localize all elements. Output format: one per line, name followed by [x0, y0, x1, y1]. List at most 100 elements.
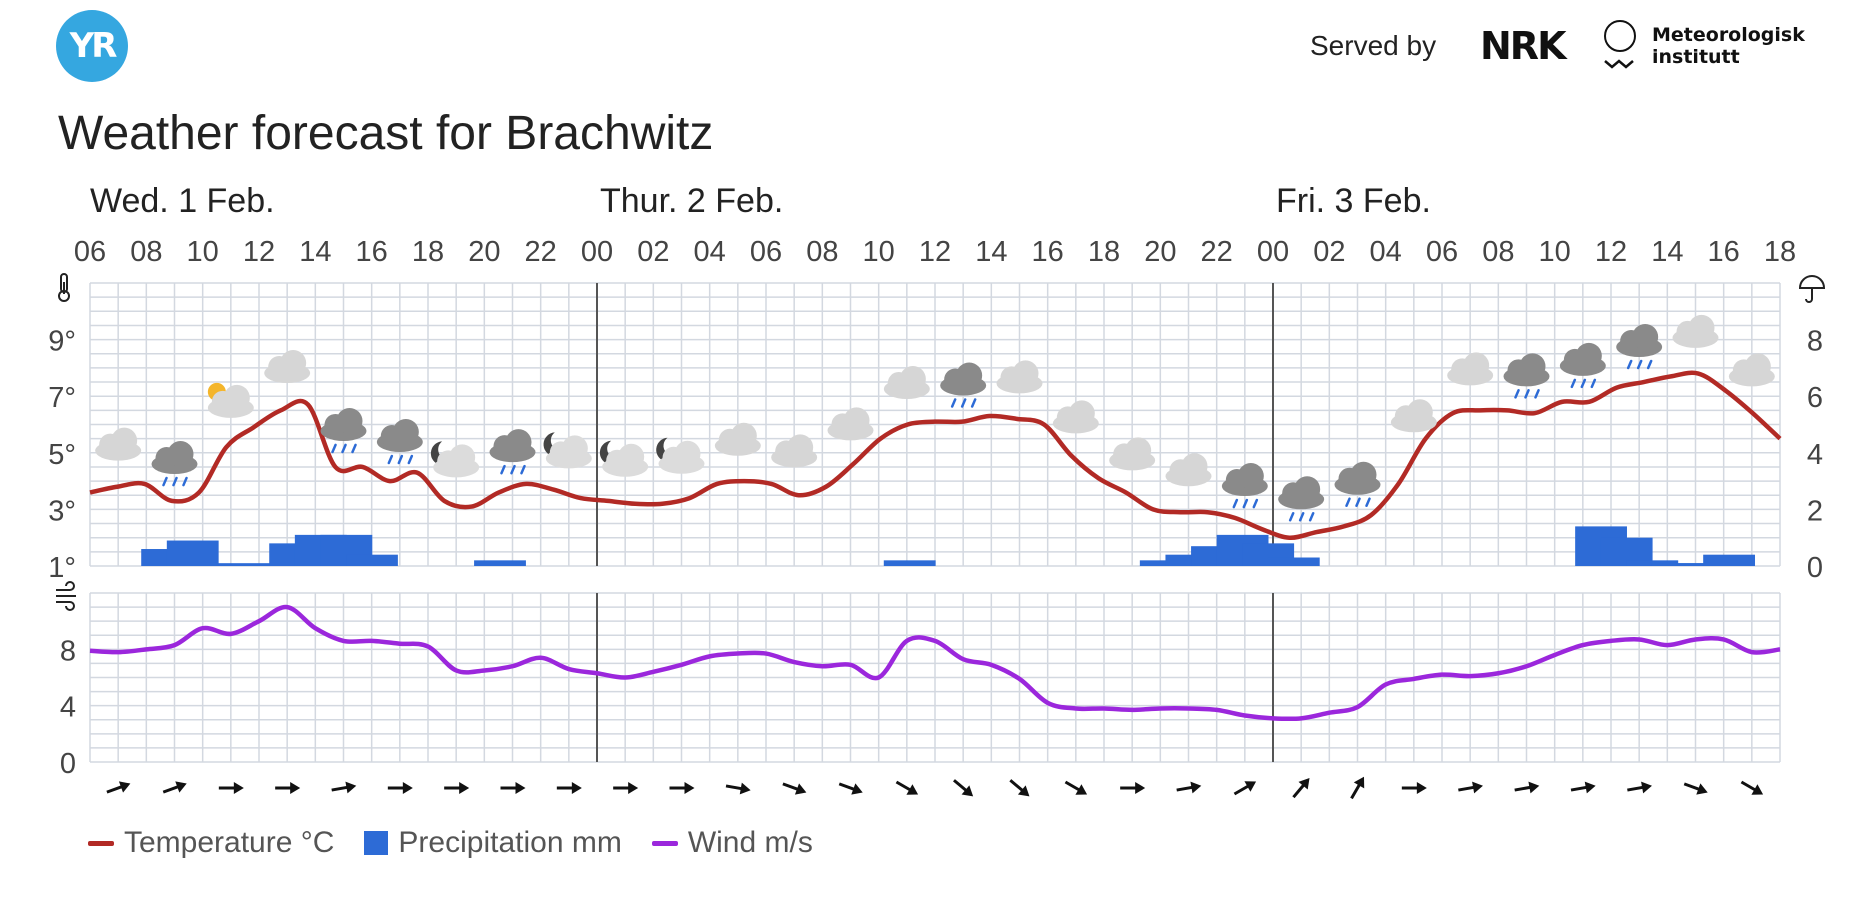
- x-tick-label: 16: [1708, 236, 1740, 268]
- met-logo-wave: [1604, 59, 1634, 69]
- temperature-y-tick: 3°: [48, 495, 76, 527]
- served-by-label: Served by: [1310, 30, 1437, 61]
- precipitation-y-tick: 0: [1807, 552, 1823, 584]
- wind-direction-arrow: [162, 781, 187, 794]
- met-logo-line1: Meteorologisk: [1652, 24, 1805, 46]
- cloudy-icon: [1390, 399, 1437, 433]
- wind-direction-arrow: [1233, 781, 1257, 796]
- wind-direction-arrow: [782, 782, 807, 795]
- wind-direction-arrow: [1120, 782, 1146, 794]
- precipitation-bar: [474, 560, 526, 566]
- wind-line: [89, 604, 1781, 722]
- precipitation-bar: [218, 563, 270, 566]
- wind-direction-arrow: [500, 782, 526, 794]
- day-label: Fri. 3 Feb.: [1276, 182, 1431, 220]
- legend-temperature-swatch: [88, 840, 114, 846]
- wind-direction-arrow: [613, 782, 639, 794]
- precipitation-bar: [346, 554, 398, 566]
- precipitation-bar: [166, 540, 219, 566]
- night-cloudy-icon: [430, 441, 480, 478]
- legend-temperature: Temperature °C: [88, 826, 334, 860]
- met-logo-line2: institutt: [1652, 46, 1740, 68]
- x-tick-label: 06: [750, 236, 782, 268]
- rain-icon: [1616, 323, 1663, 370]
- legend-precipitation-label: Precipitation mm: [398, 826, 622, 859]
- temperature-line: [89, 370, 1782, 540]
- precipitation-y-tick: 2: [1807, 495, 1823, 527]
- x-tick-label: 02: [1313, 236, 1345, 268]
- cloudy-icon: [996, 360, 1043, 394]
- x-tick-label: 16: [1032, 236, 1064, 268]
- rain-icon: [940, 362, 987, 408]
- x-tick-label: 06: [74, 236, 106, 268]
- x-tick-label: 18: [1764, 236, 1796, 268]
- day-label: Thur. 2 Feb.: [600, 182, 783, 220]
- nrk-logo[interactable]: NRK: [1480, 24, 1567, 68]
- met-logo-circle: [1604, 20, 1636, 52]
- cloudy-icon: [883, 365, 930, 399]
- precipitation-bar: [883, 560, 936, 566]
- cloudy-icon: [1165, 453, 1212, 487]
- wind-direction-arrow: [1514, 781, 1540, 794]
- wind-direction-arrow: [1570, 781, 1596, 794]
- wind-y-tick: 8: [60, 635, 76, 667]
- wind-direction-arrow: [725, 782, 751, 795]
- rain-icon: [376, 418, 423, 465]
- wind-direction-arrow: [1292, 778, 1310, 799]
- x-tick-label: 10: [863, 236, 895, 268]
- x-tick-label: 22: [1201, 236, 1233, 268]
- rain-icon: [1278, 476, 1325, 522]
- wind-direction-arrow: [1009, 779, 1030, 797]
- legend-temperature-label: Temperature °C: [124, 826, 335, 859]
- x-tick-label: 04: [694, 236, 726, 268]
- precipitation-y-tick: 8: [1807, 326, 1823, 358]
- x-tick-label: 14: [1651, 236, 1683, 268]
- cloudy-icon: [1672, 314, 1719, 348]
- x-tick-label: 20: [468, 236, 500, 268]
- x-tick-label: 10: [187, 236, 219, 268]
- night-cloudy-icon: [543, 432, 592, 469]
- legend-precipitation: Precipitation mm: [364, 826, 622, 860]
- legend-precipitation-swatch: [364, 831, 389, 855]
- x-tick-label: 08: [130, 236, 162, 268]
- x-tick-label: 14: [299, 236, 331, 268]
- wind-icon: [56, 581, 76, 611]
- cloudy-icon: [1728, 353, 1775, 387]
- x-tick-label: 08: [1482, 236, 1514, 268]
- precipitation-bar: [1267, 557, 1320, 566]
- wind-direction-arrow: [1627, 781, 1652, 794]
- wind-direction-arrow: [669, 782, 695, 794]
- yr-logo[interactable]: YR: [56, 10, 128, 82]
- x-tick-label: 12: [243, 236, 275, 268]
- x-tick-label: 16: [356, 236, 388, 268]
- thermometer-icon: [58, 273, 70, 302]
- x-tick-label: 20: [1144, 236, 1176, 268]
- x-tick-label: 12: [1595, 236, 1627, 268]
- night-cloudy-icon: [599, 440, 649, 477]
- x-tick-label: 14: [975, 236, 1007, 268]
- x-tick-label: 04: [1370, 236, 1402, 268]
- precipitation-y-tick: 4: [1807, 439, 1823, 471]
- wind-direction-arrow: [1350, 776, 1365, 800]
- wind-direction-arrow: [895, 780, 919, 795]
- cloudy-icon: [1447, 352, 1494, 386]
- rain-icon: [1221, 463, 1268, 509]
- met-logo[interactable]: Meteorologisk institutt: [1652, 24, 1805, 68]
- night-cloudy-icon: [656, 437, 705, 474]
- wind-direction-arrow: [331, 781, 357, 794]
- cloudy-icon: [771, 434, 818, 468]
- x-tick-label: 18: [412, 236, 444, 268]
- temperature-y-tick: 7°: [48, 382, 76, 414]
- wind-direction-arrow: [1064, 780, 1088, 795]
- x-tick-label: 02: [637, 236, 669, 268]
- wind-direction-arrow: [1458, 781, 1483, 794]
- cloudy-icon: [714, 422, 761, 456]
- legend-wind: Wind m/s: [651, 826, 813, 860]
- legend-wind-label: Wind m/s: [687, 826, 813, 859]
- rain-icon: [1334, 461, 1381, 507]
- x-tick-label: 18: [1088, 236, 1120, 268]
- wind-y-tick: 4: [60, 692, 76, 724]
- rain-icon: [1559, 342, 1606, 389]
- x-tick-label: 22: [525, 236, 557, 268]
